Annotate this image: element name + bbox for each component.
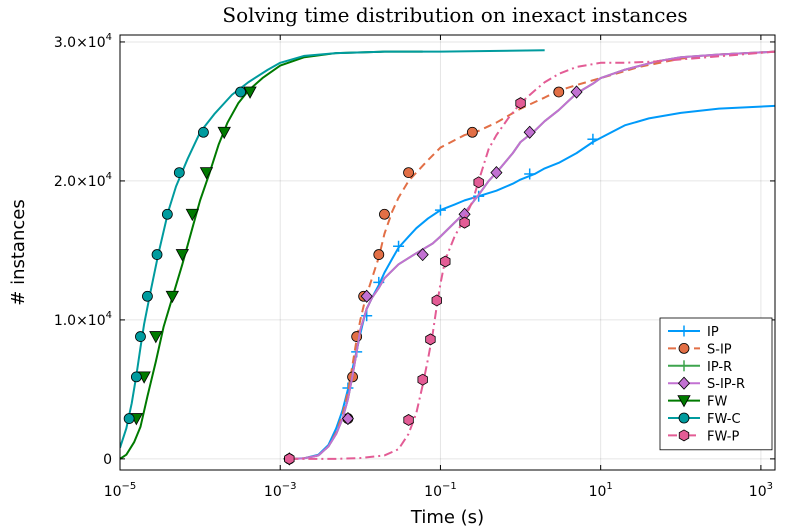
legend-marker-fw-c — [678, 412, 690, 424]
marker-fw — [199, 167, 214, 180]
marker-fw — [185, 208, 200, 222]
marker-s-ip — [553, 86, 565, 98]
y-tick-label: 1.0×104 — [54, 310, 112, 329]
y-tick-label: 0 — [103, 452, 112, 468]
legend-marker-s-ip — [678, 342, 690, 354]
x-tick-label: 10−1 — [424, 481, 457, 500]
grid-lines — [119, 35, 775, 470]
marker-s-ip — [373, 249, 385, 260]
marker-fw — [217, 126, 231, 140]
data-series — [120, 49, 775, 466]
marker-fw-p — [425, 333, 436, 346]
marker-s-ip-r — [416, 247, 429, 262]
series-line-fw-c — [120, 49, 545, 449]
axis-ticks: 10−5 10−3 10−1 101 103 0 1.0×104 2.0×104 3.0×104 — [54, 32, 775, 500]
marker-fw-p — [515, 97, 526, 110]
legend-label-ip: IP — [707, 325, 719, 340]
series-line-fw — [120, 50, 423, 460]
x-axis-label: Time (s) — [410, 507, 484, 528]
plot-frame — [119, 34, 776, 471]
marker-fw-p — [417, 373, 428, 386]
marker-ip — [524, 168, 536, 180]
series-line-s-ip — [289, 50, 775, 460]
y-tick-label: 3.0×104 — [54, 32, 112, 51]
marker-fw-p — [284, 452, 295, 465]
marker-fw — [243, 86, 257, 99]
series-s-ip-r — [283, 50, 775, 466]
marker-fw-c — [161, 208, 173, 220]
marker-fw — [149, 331, 163, 344]
y-tick-label: 2.0×104 — [54, 171, 112, 190]
legend-label-fw: FW — [707, 395, 727, 410]
marker-s-ip-r — [490, 165, 503, 180]
series-fw-c — [120, 49, 545, 449]
legend-label-s-ip: S-IP — [707, 342, 732, 357]
marker-fw — [165, 290, 180, 304]
marker-s-ip-r — [523, 125, 536, 139]
x-tick-label: 101 — [589, 481, 613, 500]
chart-title: Solving time distribution on inexact ins… — [222, 3, 687, 27]
legend-marker-ip-r — [678, 360, 690, 372]
marker-fw-p — [473, 176, 484, 189]
marker-fw-p — [459, 216, 470, 229]
marker-s-ip — [466, 126, 478, 138]
legend-label-s-ip-r: S-IP-R — [707, 377, 745, 392]
x-tick-label: 10−5 — [104, 481, 137, 500]
marker-ip — [393, 240, 405, 252]
marker-fw-c — [130, 371, 142, 383]
legend: IP S-IP IP-R S-IP-R FW FW-C FW-P — [659, 317, 773, 451]
series-fw-p — [284, 50, 775, 465]
marker-s-ip — [379, 208, 390, 220]
legend-marker-fw — [677, 395, 691, 408]
marker-s-ip — [403, 167, 414, 178]
marker-fw-p — [431, 294, 442, 307]
marker-fw-c — [235, 86, 246, 98]
marker-fw-p — [440, 255, 451, 268]
x-tick-label: 10−3 — [264, 481, 297, 500]
marker-fw-c — [135, 331, 146, 342]
marker-ip — [434, 204, 446, 216]
legend-marker-ip — [678, 325, 690, 337]
legend-marker-s-ip-r — [677, 376, 691, 390]
legend-marker-fw-p — [678, 429, 690, 442]
legend-label-fw-p: FW-P — [707, 429, 739, 444]
marker-fw-p — [403, 414, 414, 426]
series-line-s-ip-r — [289, 50, 775, 460]
marker-s-ip-r — [360, 289, 373, 303]
x-tick-label: 103 — [749, 481, 773, 500]
marker-s-ip-r — [341, 411, 354, 426]
y-axis-label: # instances — [8, 199, 29, 305]
marker-fw-c — [198, 126, 209, 138]
marker-fw-c — [173, 167, 185, 178]
marker-ip — [587, 133, 599, 145]
marker-fw — [175, 249, 190, 262]
marker-fw-c — [123, 413, 135, 424]
marker-fw-c — [142, 290, 153, 302]
marker-fw-c — [151, 249, 163, 260]
legend-label-ip-r: IP-R — [707, 360, 732, 375]
legend-label-fw-c: FW-C — [707, 412, 741, 427]
marker-s-ip-r — [570, 85, 583, 99]
series-line-fw-p — [289, 50, 775, 460]
